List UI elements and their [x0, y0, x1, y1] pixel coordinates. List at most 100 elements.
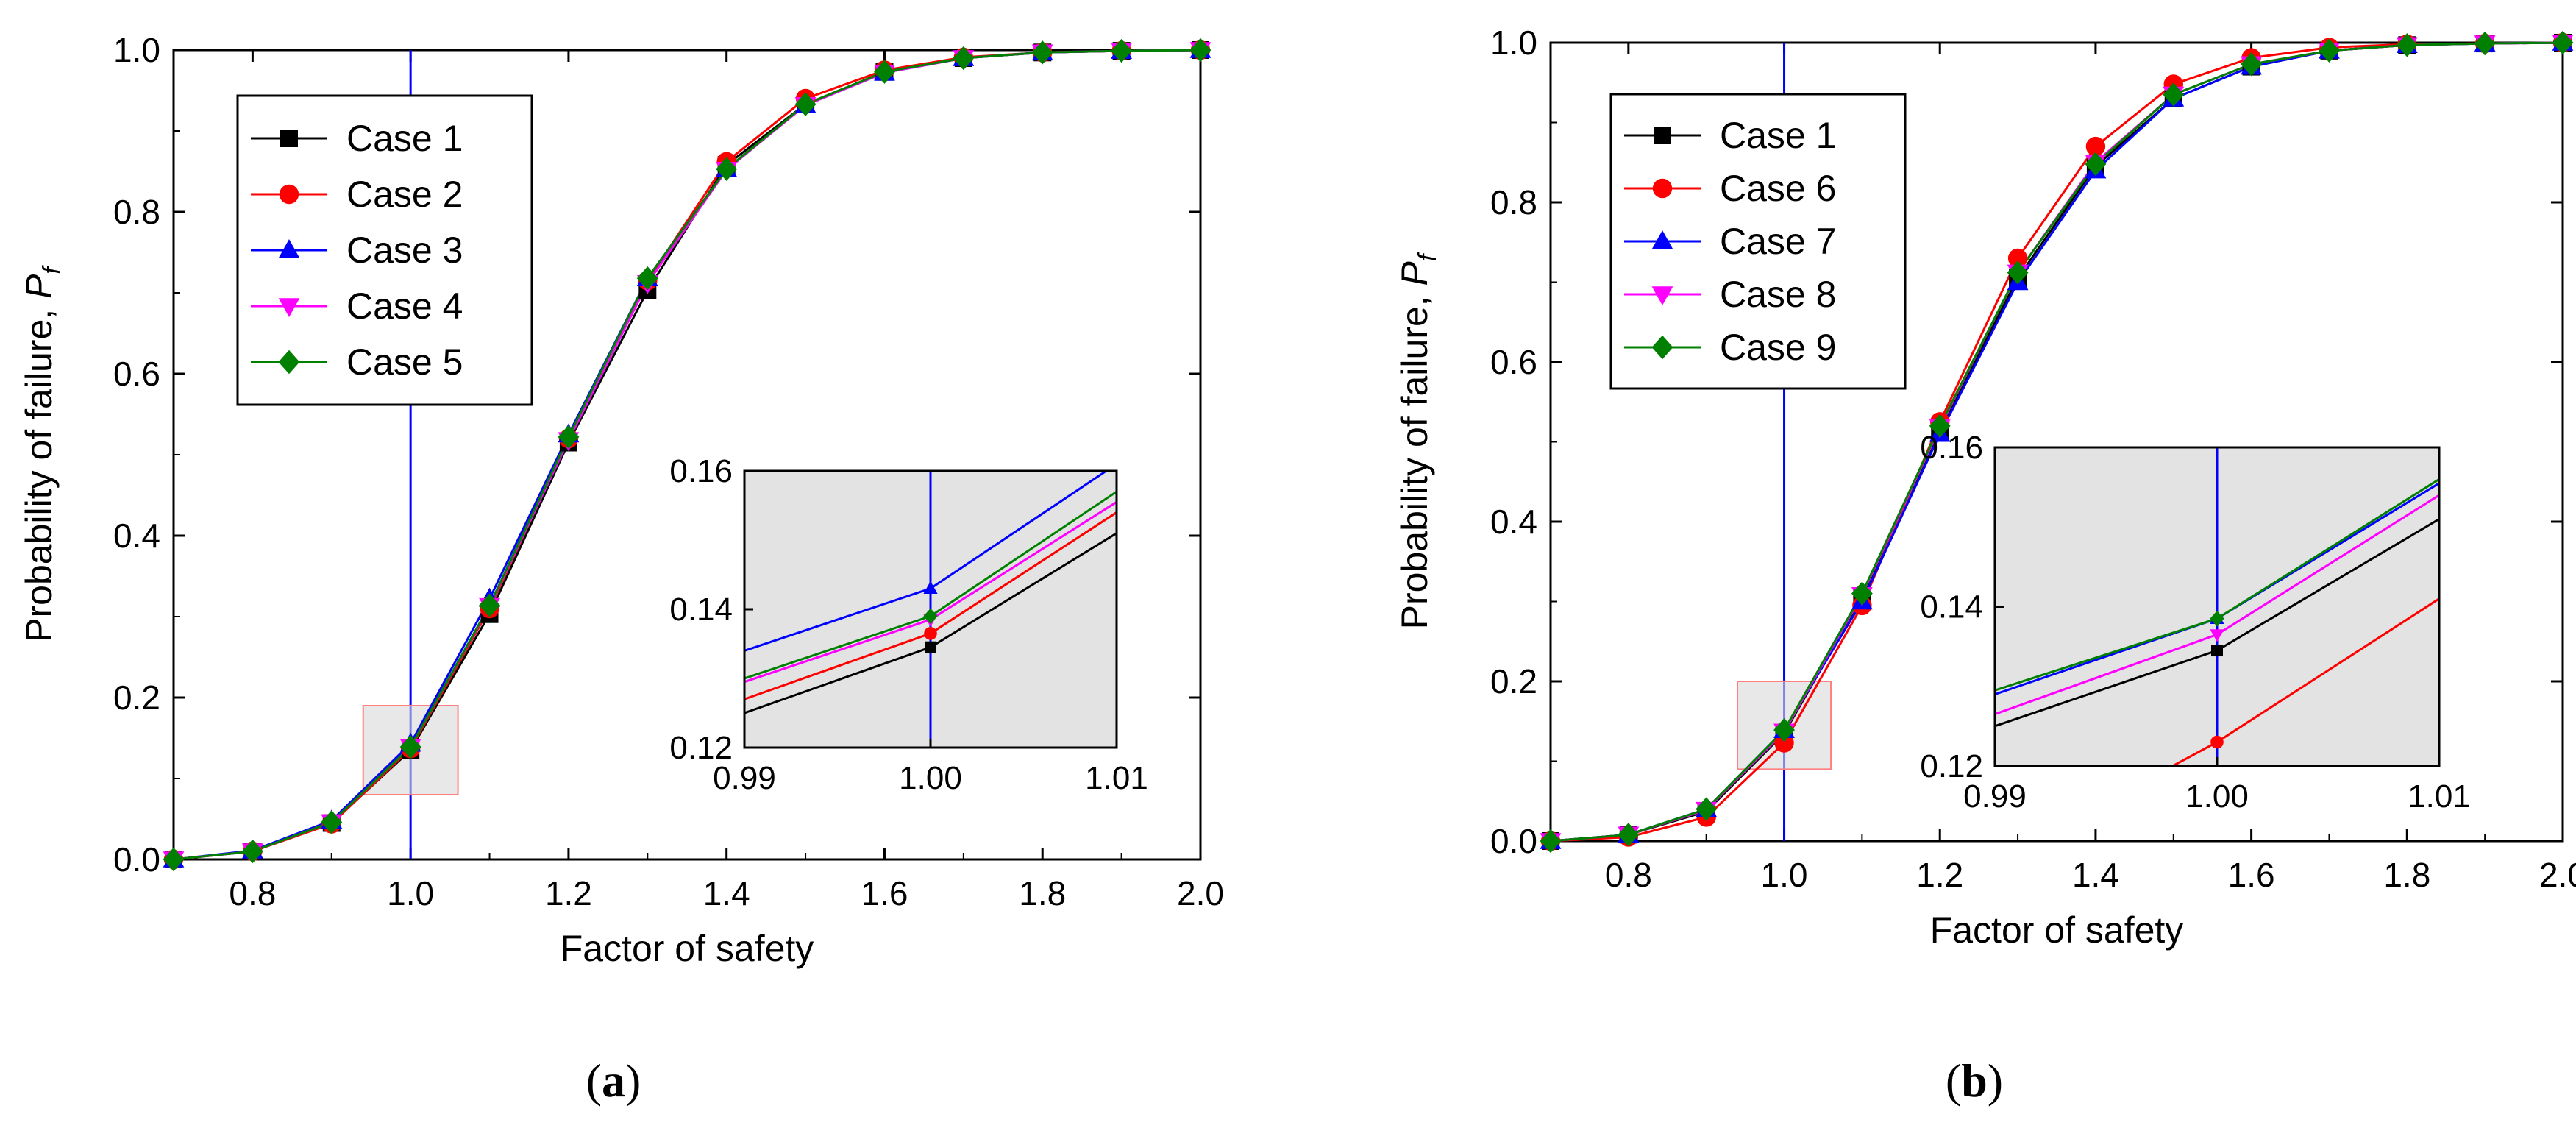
y-tick-label: 0.8	[113, 193, 160, 231]
legend-marker	[278, 350, 300, 375]
y-tick-label: 0.4	[113, 517, 160, 555]
x-tick-label: 1.8	[1019, 874, 1066, 912]
inset-x-tick-label: 1.01	[2408, 778, 2471, 815]
legend-label: Case 6	[1720, 168, 1836, 209]
data-point	[2085, 152, 2107, 177]
data-point	[479, 593, 500, 617]
series-line	[1550, 41, 2563, 843]
legend-marker	[279, 184, 299, 205]
inset-data-point	[923, 608, 938, 625]
zoom-highlight-box	[1737, 681, 1832, 770]
inset-x-tick-label: 1.00	[899, 760, 962, 796]
data-point	[1618, 823, 1640, 847]
data-point	[2552, 30, 2574, 55]
data-point	[321, 810, 343, 834]
inset-data-point	[2211, 645, 2223, 657]
y-tick-label: 0.0	[1490, 822, 1537, 860]
data-point	[794, 92, 816, 116]
legend-label: Case 1	[346, 118, 463, 159]
legend-label: Case 9	[1720, 327, 1836, 368]
inset-y-tick-label: 0.12	[669, 730, 733, 766]
inset-data-point	[2210, 629, 2224, 642]
inset-y-tick-label: 0.16	[1920, 430, 1983, 466]
data-point	[2007, 248, 2028, 269]
data-point	[2163, 82, 2185, 107]
data-point	[241, 839, 263, 864]
y-tick-label: 0.4	[1490, 503, 1537, 541]
x-tick-label: 1.6	[2228, 856, 2275, 894]
legend-label: Case 4	[346, 285, 463, 327]
series-line	[173, 49, 1201, 861]
legend-marker	[1651, 230, 1673, 249]
x-tick-label: 0.8	[1605, 856, 1652, 894]
legend-label: Case 7	[1720, 221, 1836, 262]
data-point	[1851, 581, 1873, 606]
y-tick-label: 0.6	[1490, 343, 1537, 381]
legend-label: Case 5	[346, 341, 463, 383]
inset-y-tick-label: 0.16	[669, 453, 733, 489]
panel-label: (b)	[1946, 1054, 2003, 1107]
legend-label: Case 3	[346, 230, 463, 271]
inset-x-tick-label: 1.01	[1085, 760, 1148, 796]
data-point	[1189, 38, 1211, 63]
y-tick-label: 0.8	[1490, 183, 1537, 221]
y-axis-label: Probability of failure, Pf	[18, 265, 66, 642]
data-point	[2396, 33, 2418, 57]
inset-data-point	[923, 581, 938, 594]
x-tick-label: 2.0	[2539, 856, 2576, 894]
inset-series-group	[1995, 447, 2439, 766]
inset-y-tick-label: 0.12	[1920, 748, 1983, 784]
legend-marker	[1651, 335, 1673, 360]
inset-y-tick-label: 0.14	[1920, 589, 1983, 625]
data-point	[2474, 31, 2496, 56]
data-point	[874, 60, 895, 84]
data-point	[1929, 414, 1951, 438]
inset-data-point	[924, 627, 937, 640]
y-axis-label-symbol: P	[1394, 260, 1435, 285]
data-point	[2319, 38, 2340, 63]
x-axis-label: Factor of safety	[561, 928, 814, 969]
panel-a: 0.8 1.0 1.2 1.4 1.6 1.8 2.0 0.0 0.2 0.4 0.6 0.8 1.0 F…	[18, 31, 1224, 1107]
legend-marker	[280, 130, 298, 147]
data-point	[1773, 717, 1795, 742]
inset-plot: 0.99 1.00 1.01 0.12 0.14 0.16	[1920, 430, 2471, 815]
y-tick-label: 0.2	[113, 678, 160, 717]
x-tick-label: 1.0	[1761, 856, 1808, 894]
y-tick-label: 0.0	[113, 840, 160, 879]
legend-label: Case 2	[346, 174, 463, 215]
data-point	[716, 157, 738, 181]
x-tick-label: 1.4	[2072, 856, 2119, 894]
x-tick-label: 2.0	[1177, 874, 1224, 912]
panel-label-letter: b	[1961, 1054, 1988, 1107]
data-point	[1111, 38, 1133, 63]
y-axis-label: Probability of failure, Pf	[1394, 252, 1442, 629]
inset-data-point	[925, 641, 936, 653]
legend-marker	[278, 298, 300, 317]
data-point	[2085, 136, 2106, 157]
panel-label-close: )	[1988, 1054, 2003, 1107]
data-point	[636, 266, 658, 291]
y-tick-label: 1.0	[113, 31, 160, 69]
panel-label-open: (	[586, 1054, 602, 1107]
panel-label-close: )	[625, 1054, 641, 1107]
x-tick-label: 1.4	[703, 874, 750, 912]
y-axis-label-text: Probability of failure,	[18, 299, 60, 642]
inset-y-tick-label: 0.14	[669, 592, 733, 628]
series-line	[1550, 41, 2563, 843]
panel-label-letter: a	[602, 1054, 625, 1107]
x-axis-label: Factor of safety	[1930, 909, 2184, 951]
y-axis-label-symbol: P	[18, 274, 60, 299]
inset-data-point	[2210, 610, 2224, 627]
y-axis-label-text: Probability of failure,	[1394, 285, 1435, 629]
data-point	[953, 46, 975, 71]
data-point	[1031, 40, 1053, 65]
x-tick-label: 0.8	[229, 874, 276, 912]
data-point	[2007, 260, 2029, 285]
data-point	[558, 425, 580, 449]
legend-label: Case 8	[1720, 274, 1836, 315]
x-tick-label: 1.8	[2383, 856, 2430, 894]
data-point	[399, 734, 421, 759]
y-axis-label-subscript: f	[1414, 252, 1442, 261]
x-tick-label: 1.0	[387, 874, 434, 912]
